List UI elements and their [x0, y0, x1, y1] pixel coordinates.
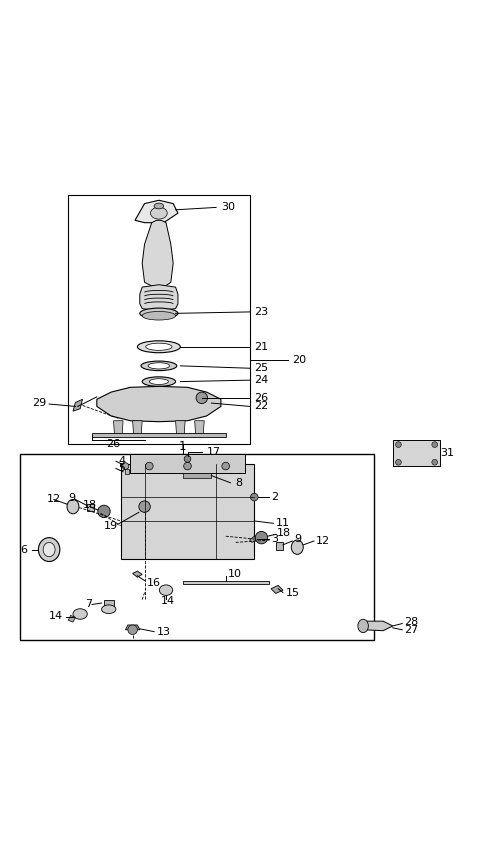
Circle shape — [255, 531, 268, 544]
Circle shape — [396, 460, 401, 465]
Polygon shape — [132, 571, 142, 577]
Polygon shape — [87, 505, 95, 511]
Bar — [130, 454, 245, 473]
Polygon shape — [92, 432, 226, 437]
Ellipse shape — [148, 363, 169, 369]
Text: 3: 3 — [271, 534, 278, 544]
Text: 15: 15 — [285, 589, 300, 598]
Ellipse shape — [140, 308, 178, 318]
Text: 28: 28 — [404, 617, 418, 627]
Text: 17: 17 — [206, 447, 221, 457]
Ellipse shape — [151, 207, 167, 219]
Ellipse shape — [102, 605, 116, 614]
Polygon shape — [104, 600, 114, 609]
Ellipse shape — [159, 585, 173, 596]
Circle shape — [222, 462, 229, 470]
Text: 27: 27 — [404, 625, 418, 635]
Text: 18: 18 — [83, 500, 96, 511]
Text: 9: 9 — [294, 534, 301, 544]
Polygon shape — [276, 542, 283, 550]
Bar — [120, 464, 254, 559]
Text: 10: 10 — [228, 569, 242, 580]
Ellipse shape — [73, 608, 87, 620]
Ellipse shape — [149, 379, 168, 385]
Text: 14: 14 — [49, 611, 63, 621]
Text: 29: 29 — [33, 397, 47, 408]
Text: 7: 7 — [85, 599, 92, 609]
Polygon shape — [271, 585, 283, 593]
Bar — [21, 454, 373, 640]
Polygon shape — [125, 625, 140, 630]
Circle shape — [145, 462, 153, 470]
Bar — [393, 440, 441, 466]
Circle shape — [139, 501, 150, 512]
Text: 23: 23 — [254, 307, 268, 317]
Ellipse shape — [146, 343, 172, 351]
Polygon shape — [97, 386, 221, 422]
Text: 30: 30 — [221, 203, 235, 213]
Ellipse shape — [358, 620, 368, 632]
Text: 14: 14 — [161, 596, 175, 606]
Circle shape — [184, 455, 191, 462]
Text: 12: 12 — [315, 536, 330, 546]
Circle shape — [432, 442, 438, 448]
Ellipse shape — [142, 311, 176, 320]
Ellipse shape — [38, 538, 60, 562]
Text: 20: 20 — [292, 355, 307, 364]
Ellipse shape — [67, 500, 79, 514]
Text: 2: 2 — [271, 492, 278, 502]
Polygon shape — [114, 420, 123, 435]
Ellipse shape — [154, 203, 164, 208]
Text: 6: 6 — [21, 545, 27, 555]
Circle shape — [184, 462, 192, 470]
Ellipse shape — [291, 540, 303, 554]
Ellipse shape — [43, 542, 55, 557]
Polygon shape — [195, 420, 204, 435]
Circle shape — [98, 505, 110, 517]
Text: 9: 9 — [68, 493, 75, 503]
Circle shape — [128, 625, 137, 635]
Polygon shape — [250, 536, 257, 542]
Text: 5: 5 — [118, 464, 125, 473]
Polygon shape — [183, 580, 269, 584]
Text: 18: 18 — [277, 528, 291, 538]
Polygon shape — [68, 615, 75, 622]
Text: 12: 12 — [47, 494, 61, 505]
Text: 26: 26 — [254, 393, 268, 403]
Polygon shape — [135, 200, 178, 223]
Ellipse shape — [141, 361, 177, 371]
Text: 4: 4 — [118, 456, 125, 466]
Text: 19: 19 — [104, 521, 118, 531]
Ellipse shape — [137, 340, 180, 352]
Text: 26: 26 — [107, 438, 120, 448]
Text: 16: 16 — [147, 578, 161, 588]
Text: 11: 11 — [276, 518, 290, 528]
Polygon shape — [183, 473, 211, 478]
Circle shape — [396, 442, 401, 448]
Polygon shape — [73, 399, 83, 411]
Text: 24: 24 — [254, 375, 269, 386]
Text: 22: 22 — [254, 402, 269, 411]
Polygon shape — [176, 420, 185, 435]
Polygon shape — [124, 470, 129, 474]
Text: 8: 8 — [235, 477, 242, 488]
Polygon shape — [142, 220, 173, 287]
Text: 25: 25 — [254, 363, 268, 374]
Circle shape — [432, 460, 438, 465]
Bar — [68, 196, 250, 443]
Text: 31: 31 — [441, 448, 455, 458]
Polygon shape — [364, 621, 393, 631]
Ellipse shape — [142, 377, 176, 386]
Text: 13: 13 — [156, 626, 170, 637]
Text: 1: 1 — [179, 439, 187, 453]
Text: 21: 21 — [254, 342, 268, 351]
Circle shape — [251, 494, 258, 501]
Circle shape — [196, 392, 207, 403]
Polygon shape — [140, 285, 178, 311]
Polygon shape — [132, 420, 142, 435]
Circle shape — [122, 463, 129, 470]
